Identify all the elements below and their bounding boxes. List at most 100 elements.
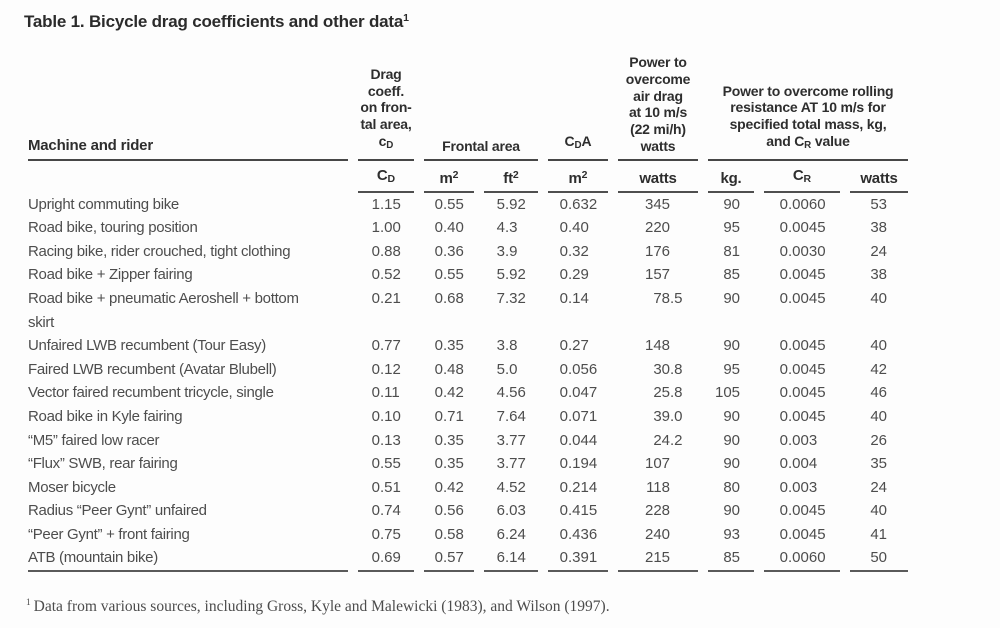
bicycle-drag-table: Machine and rider Drag coeff. on fron- t… [18,54,918,573]
cell-frontal-ft2: 3.9 [496,242,518,260]
machine-name: Road bike + pneumatic Aeroshell + bottom… [28,289,299,331]
table-row: Faired LWB recumbent (Avatar Blubell) 0.1… [28,358,908,382]
cell-frontal-m2: 0.71 [434,407,464,425]
table-row: “Peer Gynt” + front fairing 0.75 0.58 6.24 0… [28,523,908,547]
cell-frontal-ft2: 5.92 [496,266,526,284]
table-row: Road bike + Zipper fairing 0.52 0.55 5.92 0.… [28,263,908,287]
cell-cd: 0.88 [371,242,401,260]
cell-rolling-watts: 38 [870,219,887,237]
table-row: Upright commuting bike 1.15 0.55 5.92 0.632 3… [28,193,908,217]
cell-rolling-watts: 40 [870,502,887,520]
cell-rolling-watts: 40 [870,337,887,355]
cell-air-drag-watts: 25.8 [653,384,683,402]
cell-frontal-m2: 0.42 [434,384,464,402]
cell-cda-m2: 0.14 [559,289,589,307]
cell-air-drag-watts: 24.2 [653,431,683,449]
cell-mass-kg: 90 [723,407,740,425]
cell-rolling-watts: 26 [870,431,887,449]
cell-air-drag-watts: 78.5 [653,289,683,307]
cell-cda-m2: 0.436 [559,525,598,543]
table-row: “Flux” SWB, rear fairing 0.55 0.35 3.77 0.19… [28,452,908,476]
cell-air-drag-watts: 118 [646,478,670,496]
unit-header-spacer [28,161,348,193]
cell-frontal-ft2: 7.32 [496,289,526,307]
cell-rolling-watts: 24 [870,478,887,496]
table-row: “M5” faired low racer 0.13 0.35 3.77 0.044 24… [28,429,908,453]
cell-cda-m2: 0.32 [559,242,589,260]
cell-rolling-watts: 38 [870,266,887,284]
col-header-machine-and-rider: Machine and rider [28,54,348,161]
cda-symbol: CDA [564,132,592,151]
cell-frontal-m2: 0.57 [424,546,474,573]
cell-air-drag-watts: 107 [645,455,671,473]
cell-cd: 1.00 [371,219,401,237]
cell-cda-m2: 0.632 [559,195,598,213]
cell-air-drag-watts: 228 [645,502,671,520]
col-header-rolling-resistance-power: Power to overcome rolling resistance AT … [708,54,908,161]
cell-rolling-watts: 53 [870,195,887,213]
cell-cr: 0.004 [779,455,818,473]
cell-cr: 0.0045 [779,384,826,402]
cell-cda-m2: 0.415 [559,502,598,520]
cell-cr: 0.0045 [779,289,826,307]
cell-mass-kg: 90 [723,455,740,473]
machine-name: Moser bicycle [28,478,116,496]
cell-cd: 1.15 [371,195,401,213]
cell-cd: 0.10 [371,407,401,425]
cell-air-drag-watts: 39.0 [653,407,683,425]
unit-header-rolling-watts: watts [850,161,908,193]
unit-header-mass-kg: kg. [708,161,754,193]
cell-rolling-watts: 40 [870,407,887,425]
table-row: Moser bicycle 0.51 0.42 4.52 0.214 118 80 0.003… [28,476,908,500]
cell-cd: 0.21 [371,289,401,307]
cell-cd: 0.51 [371,478,401,496]
cell-cda-m2: 0.056 [559,360,598,378]
cell-frontal-ft2: 6.03 [496,502,526,520]
col-header-air-drag-power: Power to overcome air drag at 10 m/s (22… [618,54,698,161]
cell-cd: 0.55 [371,455,401,473]
cell-cr: 0.0030 [779,242,826,260]
cell-frontal-ft2: 7.64 [496,407,526,425]
cell-cd: 0.13 [371,431,401,449]
cell-mass-kg: 90 [723,502,740,520]
cell-cd: 0.75 [371,525,401,543]
cell-cr: 0.0045 [779,525,826,543]
cell-frontal-m2: 0.55 [434,195,464,213]
cell-cr: 0.0045 [779,266,826,284]
cell-cda-m2: 0.27 [559,337,589,355]
cell-air-drag-watts: 345 [645,195,671,213]
unit-header-air-drag-watts: watts [618,161,698,193]
machine-name: Vector faired recumbent tricycle, single [28,384,274,402]
cell-mass-kg: 85 [708,546,754,573]
cell-frontal-m2: 0.48 [434,360,464,378]
cell-frontal-m2: 0.40 [434,219,464,237]
cell-cr: 0.0045 [779,219,826,237]
unit-header-frontal-ft2: ft2 [484,161,538,193]
cell-cd: 0.11 [371,384,400,402]
table-row: Vector faired recumbent tricycle, single… [28,381,908,405]
cell-frontal-ft2: 6.24 [496,525,526,543]
cell-cda-m2: 0.194 [559,455,598,473]
machine-name: Radius “Peer Gynt” unfaired [28,502,207,520]
machine-name: Road bike, touring position [28,219,198,237]
title-footnote-marker: 1 [403,12,409,24]
cell-rolling-watts: 50 [850,546,908,573]
table-row: Road bike in Kyle fairing 0.10 0.71 7.64 0.0… [28,405,908,429]
cell-cda-m2: 0.071 [559,407,598,425]
cell-mass-kg: 90 [723,289,740,307]
cell-frontal-m2: 0.35 [434,337,464,355]
rolling-header-symbol-line: and CR value [766,132,850,151]
col-header-drag-coefficient: Drag coeff. on fron- tal area, cD [358,54,414,161]
cell-rolling-watts: 41 [870,525,887,543]
cell-cr: 0.003 [779,478,818,496]
cell-cd: 0.77 [371,337,401,355]
machine-header-label: Machine and rider [28,136,153,154]
cell-cr: 0.003 [779,431,818,449]
cell-frontal-m2: 0.35 [434,455,464,473]
table-row: Racing bike, rider crouched, tight cloth… [28,240,908,264]
cell-air-drag-watts: 215 [618,546,698,573]
machine-name: Unfaired LWB recumbent (Tour Easy) [28,337,266,355]
machine-name: “Peer Gynt” + front fairing [28,525,190,543]
cell-cda-m2: 0.044 [559,431,598,449]
